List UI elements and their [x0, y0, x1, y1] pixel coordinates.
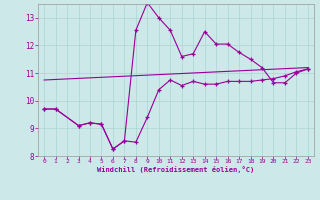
- X-axis label: Windchill (Refroidissement éolien,°C): Windchill (Refroidissement éolien,°C): [97, 166, 255, 173]
